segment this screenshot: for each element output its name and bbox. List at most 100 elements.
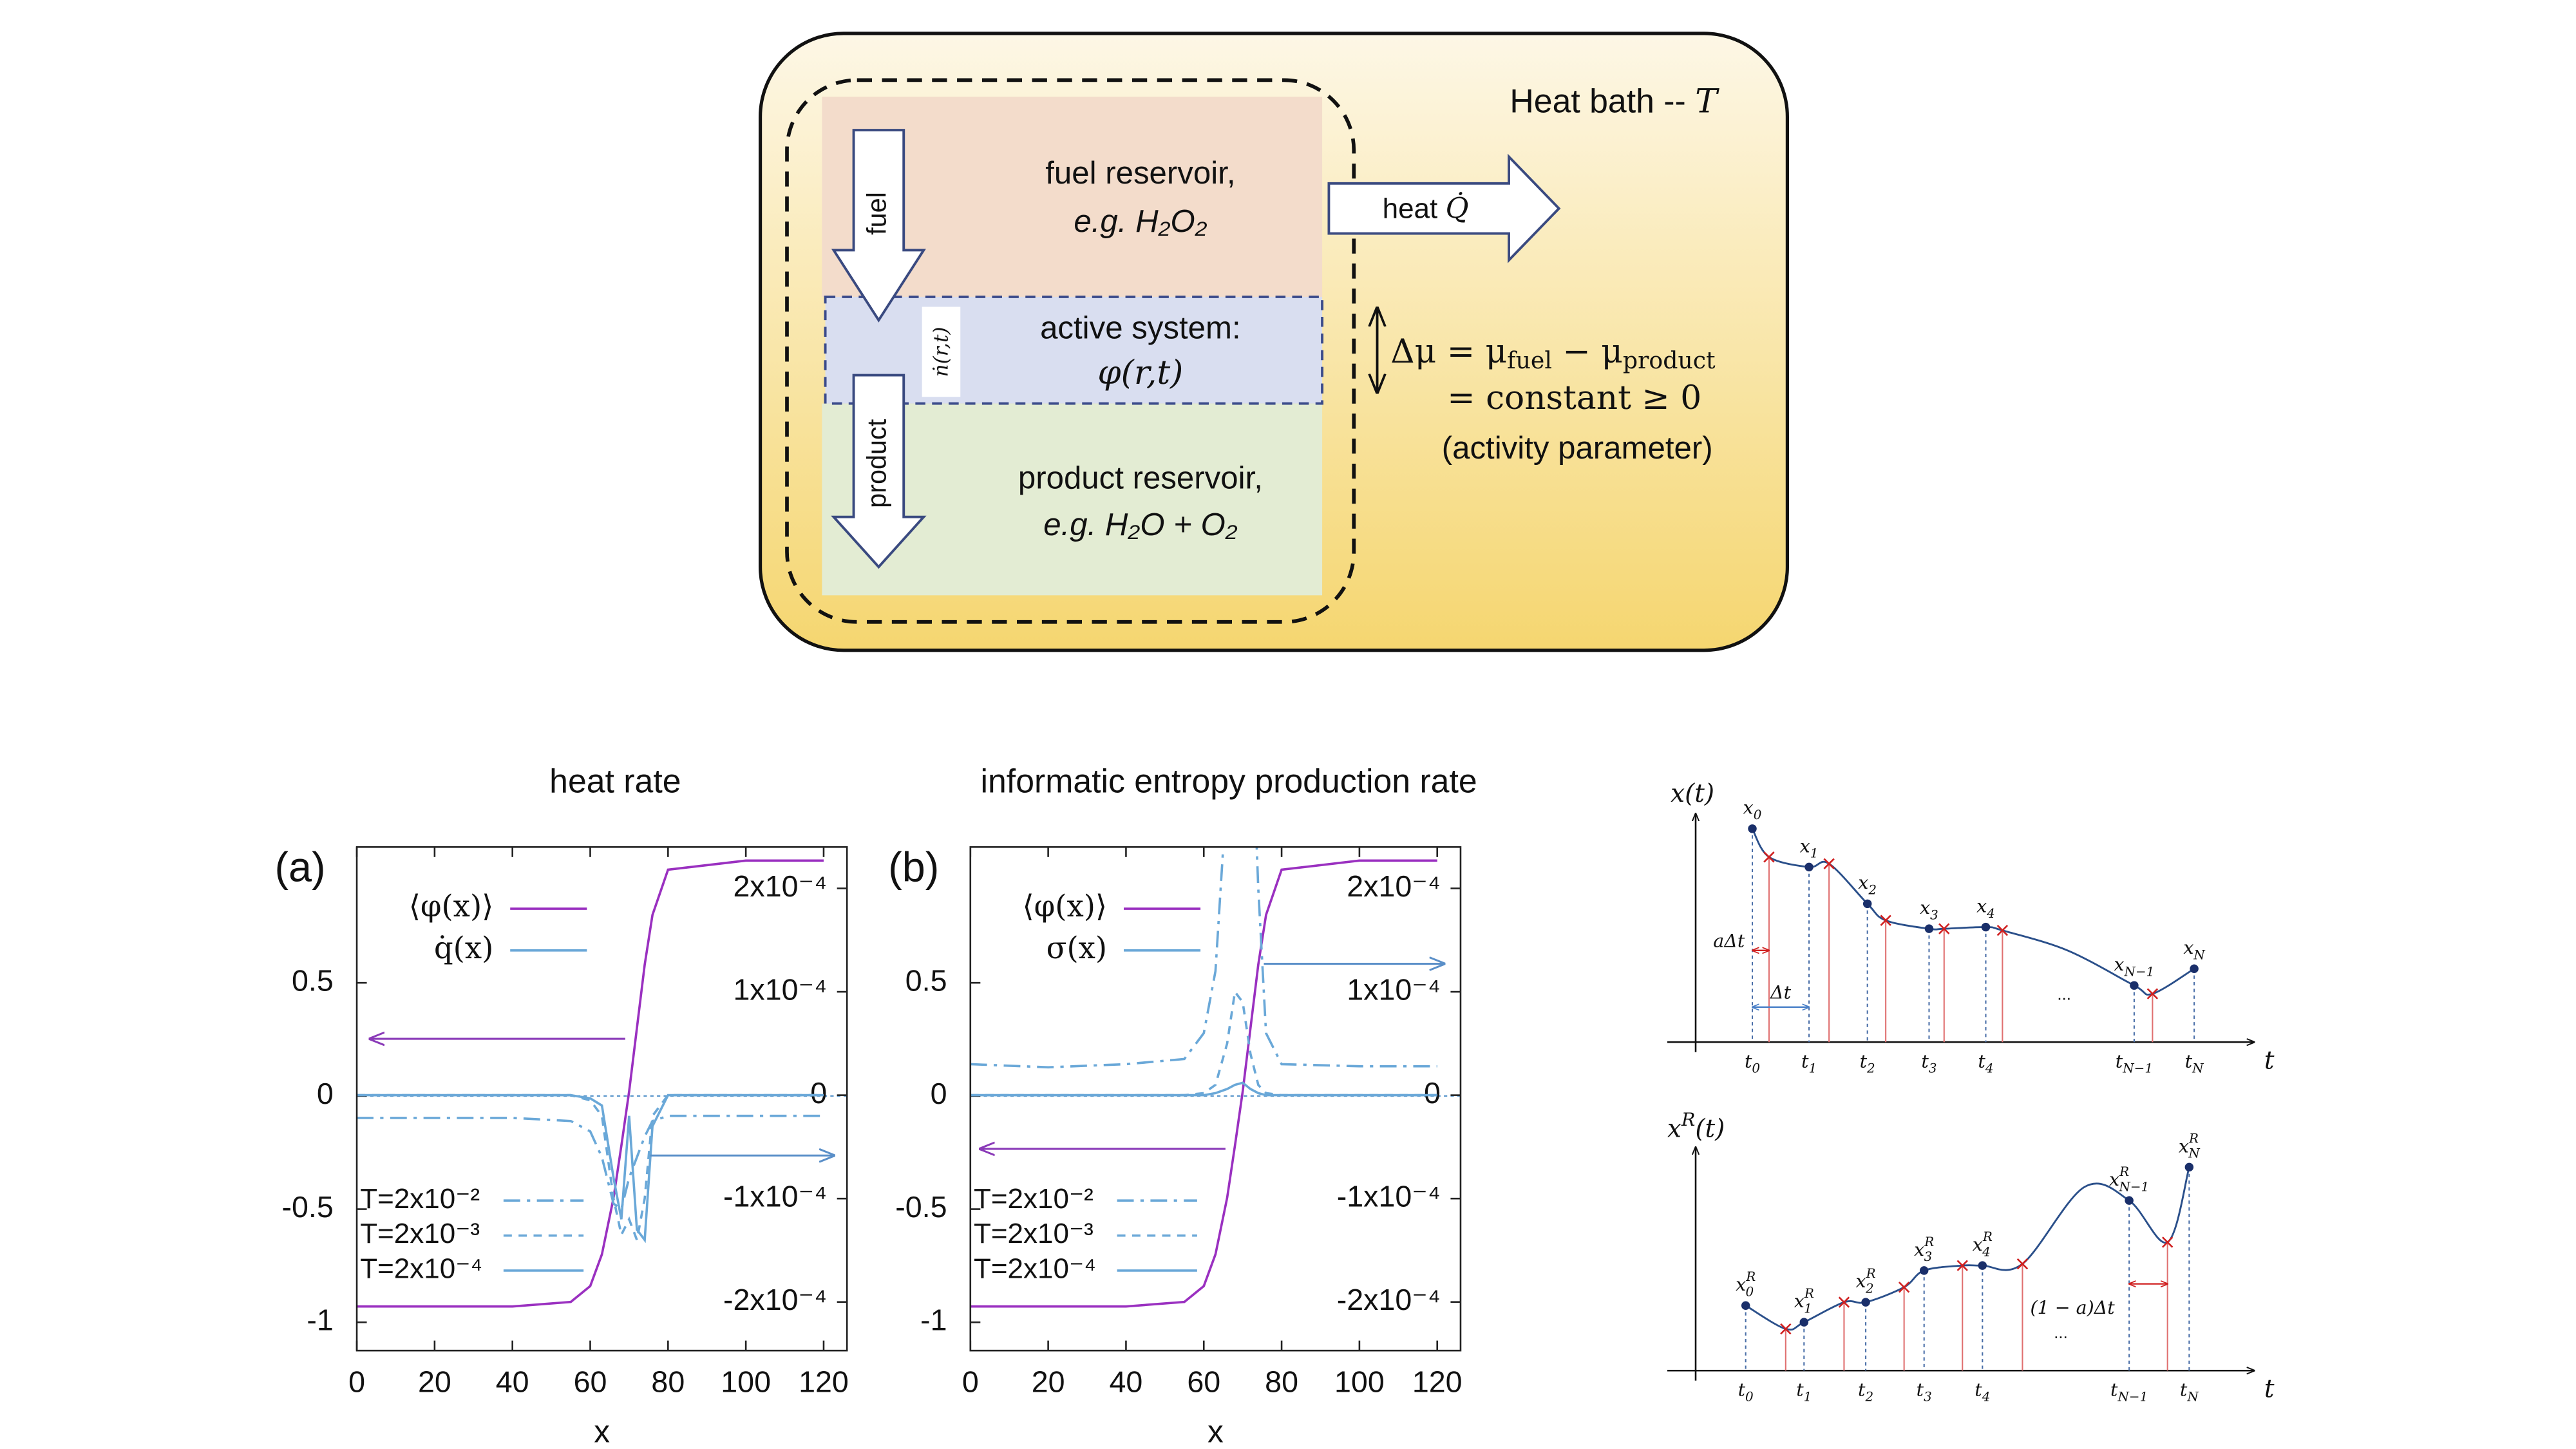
product-reservoir: product reservoir,	[1018, 460, 1263, 496]
time-label: t1	[1796, 1379, 1812, 1404]
point-label-sup: R	[2188, 1131, 2199, 1146]
y2-tick-label: 0	[1424, 1076, 1441, 1110]
heat-rate: Q̇	[1445, 191, 1468, 225]
sample-point	[1804, 862, 1814, 872]
y2-tick-label: 1x10⁻⁴	[733, 972, 827, 1006]
y2-tick-label: -2x10⁻⁴	[1337, 1283, 1441, 1316]
sample-point	[1981, 922, 1991, 932]
time-label: t4	[1975, 1379, 1990, 1404]
point-label: xR N	[2179, 1131, 2200, 1160]
point-label: x3	[1920, 897, 1938, 922]
heat-bath-label: Heat bath -- T	[1510, 82, 1719, 120]
y-tick-label: 0	[317, 1077, 334, 1110]
point-label: xR 2	[1856, 1266, 1876, 1296]
x-tick-label: 60	[1187, 1365, 1220, 1398]
point-label-base: x	[2179, 1135, 2189, 1157]
series-line	[970, 847, 1437, 1069]
time-label: tN−1	[2110, 1379, 2148, 1404]
plot-frame	[969, 846, 1462, 1352]
trajectories: x(t)tx0t0x1t1x2t2x3t3x4t4xN−1tN−1xNtNaΔt…	[1667, 779, 2275, 1404]
time-label-sub: 4	[1982, 1389, 1991, 1404]
time-label: t1	[1801, 1050, 1817, 1075]
time-label: tN	[2185, 1050, 2204, 1075]
fuel-flow: fuel	[862, 192, 891, 235]
time-label-sub: 3	[1929, 1061, 1937, 1075]
sample-point	[1741, 1301, 1750, 1310]
point-label-base: x	[1920, 897, 1930, 918]
time-label: t0	[1738, 1379, 1754, 1404]
point-label: xR 1	[1794, 1286, 1814, 1316]
constant: = constant ≥ 0	[1447, 379, 1701, 417]
time-label-sub: N−1	[2117, 1389, 2148, 1404]
time-label: tN−1	[2116, 1050, 2153, 1075]
legend-label: T=2x10⁻³	[974, 1218, 1094, 1249]
y-tick-label: -1	[920, 1303, 947, 1337]
x-axis-label: x	[594, 1414, 610, 1449]
panel-label: (a)	[274, 844, 325, 891]
point-label-sub: 3	[1930, 907, 1938, 922]
time-label-sub: N	[2186, 1389, 2199, 1404]
rate: ṅ(r,t)	[929, 327, 952, 377]
y-tick-label: 0	[931, 1077, 947, 1110]
x-axis-label: t	[2264, 1374, 2275, 1403]
chart-title: informatic entropy production rate	[981, 762, 1477, 800]
y-axis-label-base: x	[1671, 779, 1685, 808]
trajectory: x(t)tx0t0x1t1x2t2x3t3x4t4xN−1tN−1xNtNaΔt…	[1667, 779, 2275, 1075]
y2-tick-label: -2x10⁻⁴	[723, 1283, 827, 1316]
point-label-base: x	[1794, 1291, 1804, 1312]
mid-point	[1823, 858, 1835, 869]
point-label-sub: 4	[1986, 905, 1995, 920]
ellipsis: ...	[2057, 986, 2071, 1004]
mid-point	[1780, 1323, 1792, 1335]
point-label-sub: N	[2193, 947, 2205, 962]
point-label-base: x	[1800, 835, 1810, 857]
point-label-base: x	[1736, 1274, 1746, 1295]
product-arrow	[831, 374, 927, 569]
trajectory-curve	[1751, 828, 2195, 996]
point-label-base: x	[1973, 1234, 1983, 1255]
point-label: x2	[1858, 872, 1877, 897]
series-line	[970, 989, 1437, 1097]
point-label-sub: 2	[1865, 1281, 1874, 1296]
point-label-sup: R	[2119, 1164, 2129, 1179]
sample-point	[1978, 1261, 1987, 1270]
x-tick-label: 0	[962, 1365, 979, 1398]
sample-point	[2130, 981, 2139, 990]
heat-label: heat Q̇	[1383, 191, 1469, 225]
x-tick-label: 20	[1032, 1365, 1065, 1398]
mid-point	[1763, 851, 1775, 863]
series-line	[357, 859, 824, 1308]
time-label-base: t	[1796, 1379, 1804, 1400]
time-label-base: t	[2110, 1379, 2118, 1400]
point-label-sup: R	[1745, 1269, 1756, 1284]
delta-mu: Δμ = μfuel − μproduct	[1390, 332, 1716, 374]
delta-mu-mid: − μ	[1552, 332, 1623, 370]
time-label-sub: 2	[1866, 1061, 1875, 1075]
y2-tick-label: 1x10⁻⁴	[1347, 972, 1441, 1006]
point-label-sub: 0	[1746, 1284, 1754, 1299]
time-label: t3	[1917, 1379, 1932, 1404]
mid-point	[2146, 988, 2159, 999]
heat-bath-text: Heat bath --	[1510, 82, 1695, 119]
point-label-sub: 2	[1868, 882, 1877, 897]
point-label: xN−1	[2114, 954, 2154, 979]
point-label: x4	[1976, 895, 1995, 920]
y-axis-label-arg: (t)	[1685, 779, 1714, 808]
y-axis-label-arg: (t)	[1695, 1114, 1725, 1143]
sample-point	[1924, 924, 1934, 933]
point-label-sub: 4	[1982, 1244, 1991, 1259]
time-label-base: t	[1801, 1050, 1809, 1072]
time-label: t4	[1978, 1050, 1993, 1075]
heat-text: heat	[1383, 193, 1438, 224]
time-label-base: t	[2116, 1050, 2123, 1072]
x-tick-label: 100	[721, 1365, 771, 1398]
y2-tick-label: 2x10⁻⁴	[733, 869, 827, 903]
mid-point	[1880, 914, 1891, 926]
y2-tick-label: -1x10⁻⁴	[723, 1179, 827, 1213]
point-label-sub: 0	[1754, 808, 1762, 822]
point-label-base: x	[1743, 797, 1754, 818]
x-tick-label: 0	[348, 1365, 365, 1398]
